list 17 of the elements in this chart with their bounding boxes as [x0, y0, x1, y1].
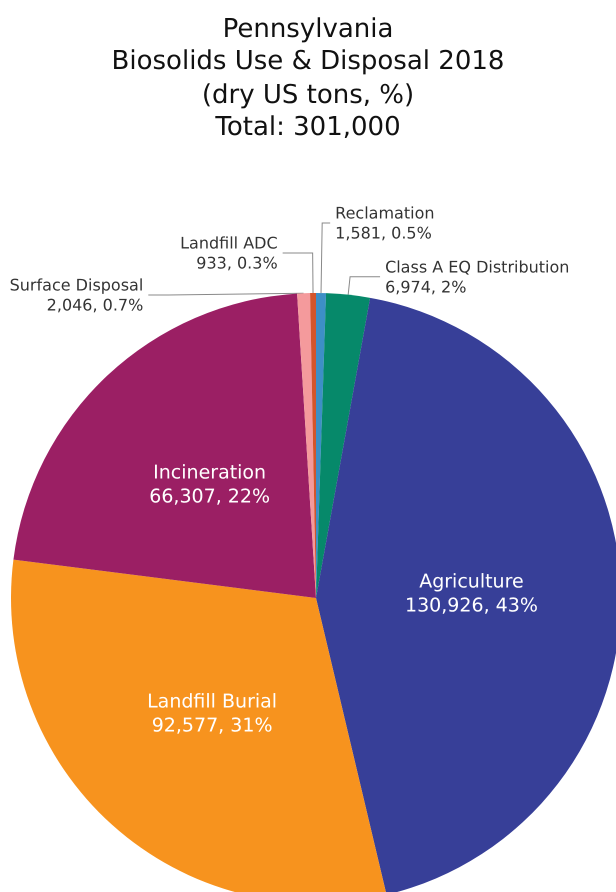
data-label: 2,046, 0.7% [46, 296, 144, 315]
slice-label: Reclamation [335, 204, 435, 223]
slice-label: Surface Disposal [10, 276, 144, 295]
data-label: 92,577, 31% [152, 714, 272, 737]
chart-subtitle: (dry US tons, %) [202, 80, 414, 110]
slice-label: Class A EQ Distribution [385, 257, 570, 276]
slice-label: Incineration [153, 462, 266, 484]
slice-label: Landfill ADC [180, 234, 278, 253]
data-label: 6,974, 2% [385, 277, 466, 296]
slice-label: Landfill Burial [147, 690, 278, 713]
data-label: 130,926, 43% [404, 594, 538, 617]
text: Total: 301,000 [214, 112, 401, 142]
slice-label: Agriculture [419, 570, 524, 593]
data-label: 1,581, 0.5% [335, 224, 432, 243]
chart-title: Pennsylvania Biosolids Use & Disposal 2018 [112, 14, 504, 76]
data-label: 66,307, 22% [149, 486, 270, 508]
data-label: 933, 0.3% [196, 254, 278, 273]
